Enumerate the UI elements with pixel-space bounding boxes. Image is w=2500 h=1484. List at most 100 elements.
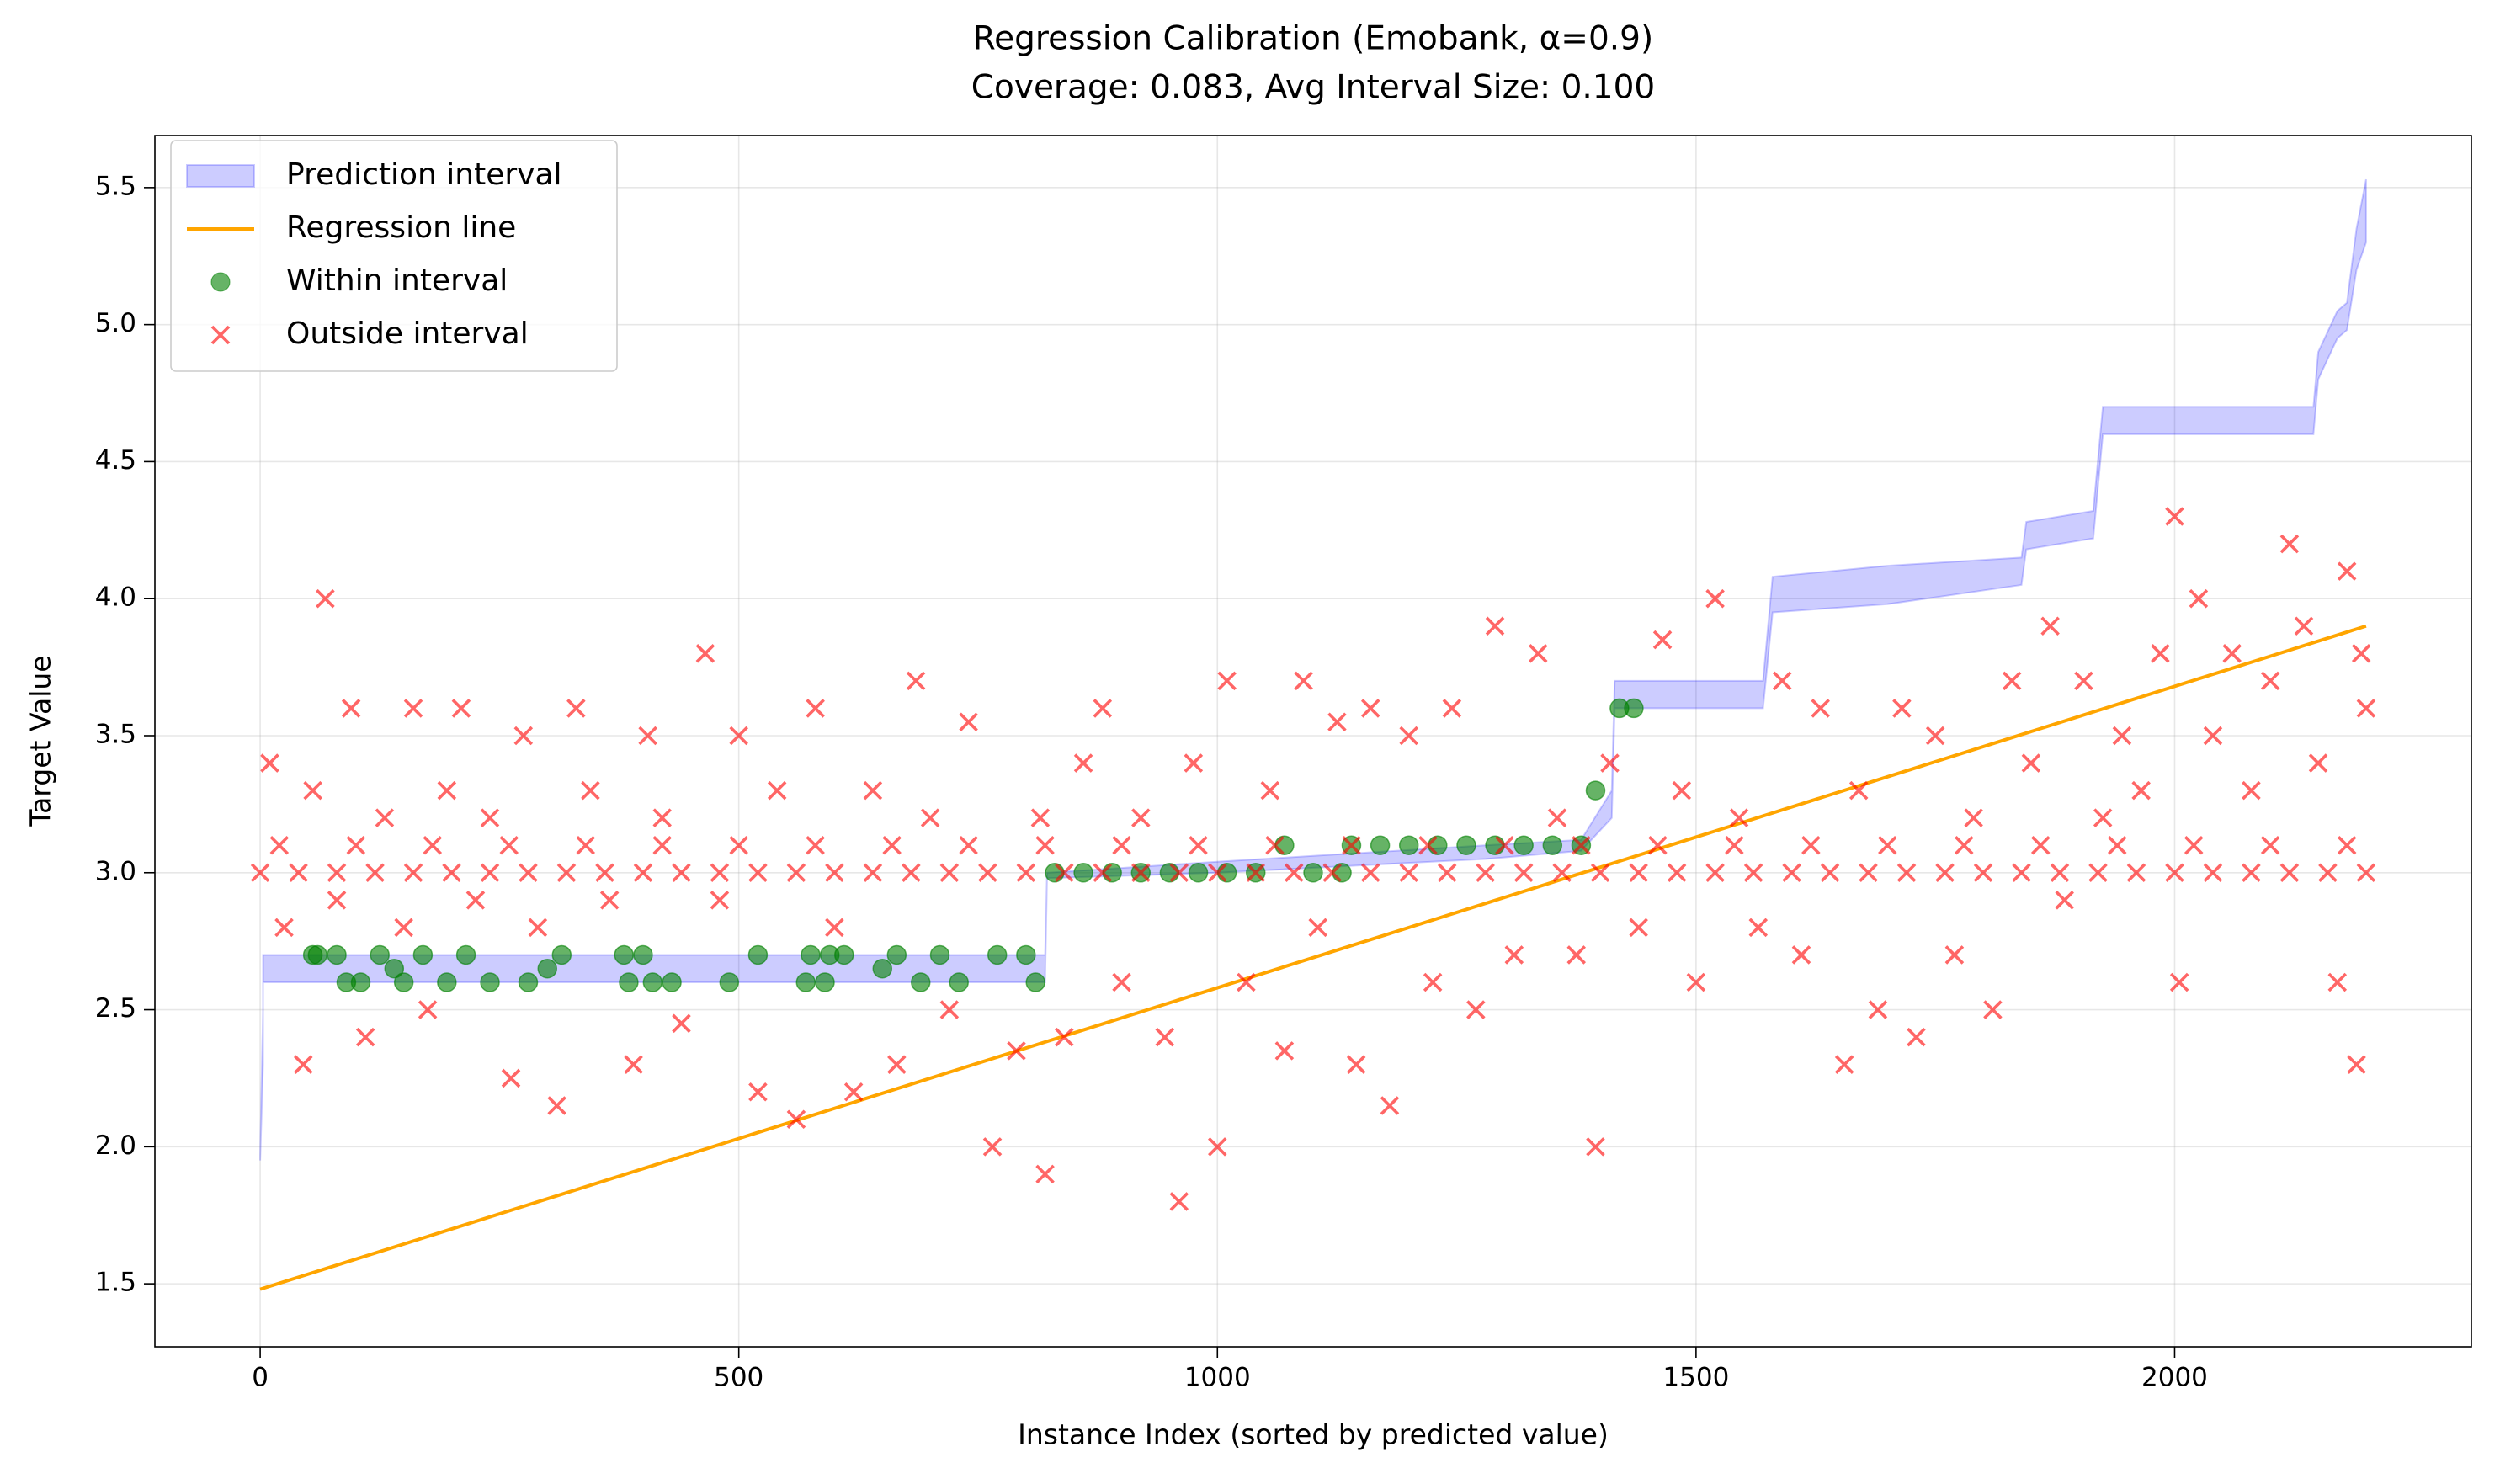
outside-point (806, 835, 825, 855)
outside-point (806, 699, 825, 718)
outside-point (1495, 835, 1514, 855)
outside-point (1743, 863, 1763, 883)
outside-point (1217, 671, 1237, 691)
outside-point (375, 808, 395, 827)
outside-point (1667, 863, 1687, 883)
outside-point (418, 1000, 438, 1019)
outside-point (327, 891, 347, 910)
within-point (1016, 944, 1036, 965)
outside-point (748, 863, 768, 883)
outside-point (1705, 588, 1725, 609)
outside-point (1399, 863, 1418, 883)
outside-point (1399, 726, 1418, 746)
outside-point (2055, 891, 2074, 910)
within-point (886, 944, 907, 965)
outside-point (1944, 945, 1965, 965)
within-point (1513, 835, 1534, 855)
outside-point (2351, 644, 2371, 663)
outside-point (2242, 863, 2261, 883)
outside-point (1964, 808, 1983, 827)
outside-point (1169, 863, 1189, 883)
outside-point (2074, 671, 2093, 691)
outside-point (1208, 863, 1227, 883)
outside-point (260, 753, 279, 773)
outside-point (882, 835, 902, 855)
outside-point (250, 863, 270, 883)
outside-point (2279, 863, 2300, 883)
outside-point (303, 780, 322, 801)
y-tick-label: 2.0 (95, 1130, 136, 1161)
outside-point (1007, 1041, 1026, 1061)
within-point (1073, 863, 1093, 883)
outside-point (1983, 1000, 2003, 1019)
outside-point (547, 1096, 566, 1115)
outside-point (1552, 863, 1572, 883)
outside-point (1208, 1137, 1227, 1157)
within-point (1585, 780, 1606, 801)
outside-point (2088, 863, 2108, 883)
outside-point (2107, 835, 2127, 855)
outside-point (2021, 753, 2041, 773)
outside-point (902, 863, 921, 883)
outside-point (1748, 918, 1769, 938)
outside-point (672, 863, 691, 883)
outside-point (2126, 863, 2146, 883)
outside-point (2260, 671, 2280, 691)
outside-point (437, 780, 457, 801)
outside-point (786, 863, 806, 883)
outside-point (2151, 644, 2170, 663)
outside-point (1600, 753, 1620, 773)
regression-line (259, 624, 2367, 1291)
x-axis-label: Instance Index (sorted by predicted valu… (1018, 1418, 1609, 1451)
within-point (1025, 972, 1045, 992)
outside-point (825, 918, 844, 938)
outside-point (1184, 753, 1204, 773)
outside-point (2203, 726, 2223, 746)
within-point (393, 972, 414, 992)
y-tick-label: 2.5 (95, 993, 136, 1024)
outside-point (451, 699, 471, 718)
within-point (619, 972, 639, 992)
within-point (795, 972, 816, 992)
outside-point (1327, 712, 1347, 731)
outside-point (1513, 863, 1534, 883)
outside-point (1380, 1096, 1400, 1115)
outside-point (939, 1000, 960, 1019)
legend-swatch (210, 272, 231, 292)
outside-point (2260, 835, 2280, 855)
outside-point (355, 1027, 375, 1047)
outside-point (1973, 863, 1993, 883)
outside-point (1586, 1137, 1605, 1157)
within-point (437, 972, 457, 992)
outside-point (403, 863, 423, 883)
y-tick-label: 4.5 (95, 445, 136, 476)
outside-point (1131, 863, 1151, 883)
outside-point (1834, 1055, 1854, 1074)
outside-point (499, 835, 519, 855)
outside-point (556, 863, 577, 883)
within-point (1456, 835, 1476, 855)
y-tick-label: 5.0 (95, 308, 136, 338)
within-point (307, 944, 328, 965)
within-point (1216, 863, 1237, 883)
outside-point (1246, 863, 1266, 883)
outside-point (1485, 616, 1505, 636)
outside-point (2347, 1055, 2366, 1074)
outside-point (672, 1013, 691, 1034)
outside-point (1528, 644, 1548, 663)
outside-point (394, 918, 413, 938)
outside-point (1955, 835, 1974, 855)
outside-point (274, 918, 294, 938)
within-point (1274, 835, 1295, 855)
outside-point (1360, 699, 1380, 718)
outside-point (710, 863, 730, 883)
within-point (815, 972, 835, 992)
within-point (1428, 835, 1448, 855)
outside-point (1652, 630, 1673, 650)
within-point (350, 972, 371, 992)
x-tick-label: 1500 (1662, 1363, 1729, 1393)
outside-point (2337, 561, 2357, 581)
outside-point (513, 726, 534, 746)
outside-point (528, 918, 548, 938)
